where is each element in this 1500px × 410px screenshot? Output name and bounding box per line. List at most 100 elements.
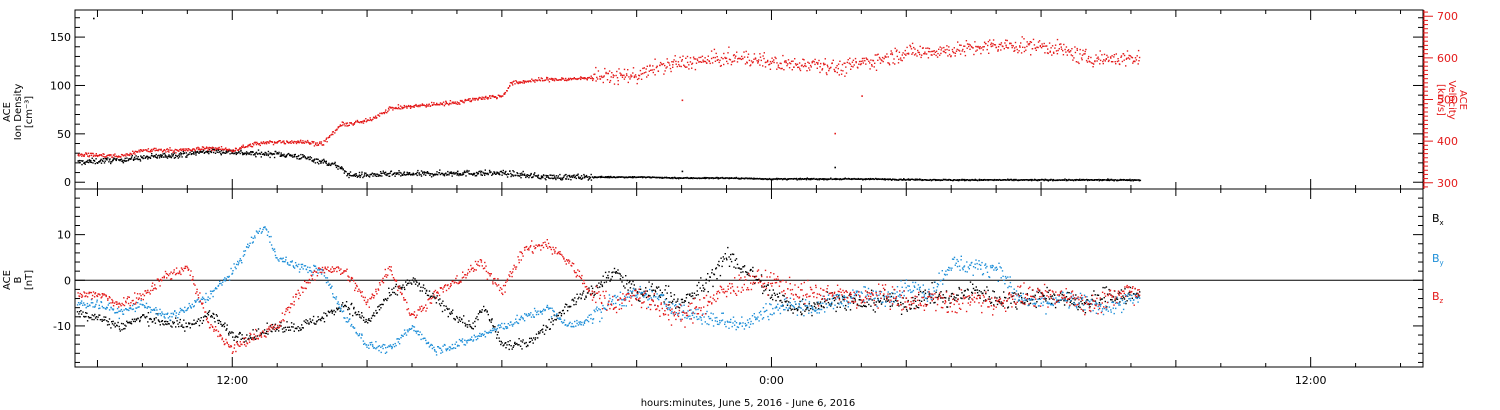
bx-point [740, 272, 741, 273]
bx-point [324, 321, 325, 322]
bx-point [588, 287, 589, 288]
bx-point [717, 264, 718, 265]
bx-point [513, 347, 514, 348]
bx-point [155, 323, 156, 324]
bx-point [840, 307, 841, 308]
density-point [1117, 180, 1118, 181]
density-point [105, 158, 106, 159]
velocity-point [453, 102, 454, 103]
velocity-point [628, 82, 629, 83]
bx-point [691, 296, 692, 297]
by-point [261, 232, 262, 233]
velocity-point [859, 61, 860, 62]
density-point [834, 178, 835, 179]
by-point [249, 243, 250, 244]
velocity-point [912, 52, 913, 53]
bx-point [961, 292, 962, 293]
velocity-point [641, 73, 642, 74]
bx-point [84, 316, 85, 317]
by-point [159, 309, 160, 310]
velocity-point [646, 76, 647, 77]
density-point [301, 157, 302, 158]
velocity-point [902, 54, 903, 55]
velocity-point [806, 70, 807, 71]
velocity-point [507, 90, 508, 91]
bx-point [132, 319, 133, 320]
velocity-point [888, 56, 889, 57]
density-point [132, 155, 133, 156]
velocity-point [800, 70, 801, 71]
velocity-point [430, 105, 431, 106]
bx-point [442, 301, 443, 302]
bx-point [79, 316, 80, 317]
density-point [917, 179, 918, 180]
density-point [347, 173, 348, 174]
bx-point [442, 311, 443, 312]
bx-point [503, 344, 504, 345]
by-point [225, 280, 226, 281]
density-point [852, 178, 853, 179]
bx-point [736, 258, 737, 259]
velocity-point [645, 72, 646, 73]
by-point [128, 310, 129, 311]
velocity-point [232, 149, 233, 150]
bx-point [1099, 302, 1100, 303]
velocity-point [727, 52, 728, 53]
bx-point [911, 304, 912, 305]
bx-point [855, 299, 856, 300]
bx-point [638, 300, 639, 301]
velocity-point [796, 64, 797, 65]
velocity-point [676, 64, 677, 65]
velocity-point [1071, 48, 1072, 49]
density-point [130, 158, 131, 159]
bx-point [726, 259, 727, 260]
bx-point [290, 329, 291, 330]
velocity-point [928, 51, 929, 52]
density-point [626, 176, 627, 177]
velocity-point [298, 141, 299, 142]
velocity-point [1117, 58, 1118, 59]
velocity-point [1127, 50, 1128, 51]
bx-point [980, 291, 981, 292]
velocity-point [1053, 53, 1054, 54]
velocity-point [838, 68, 839, 69]
bx-point [294, 331, 295, 332]
velocity-point [642, 68, 643, 69]
density-point [654, 177, 655, 178]
velocity-point [792, 61, 793, 62]
velocity-point [186, 149, 187, 150]
bx-point [112, 323, 113, 324]
velocity-point [192, 148, 193, 149]
velocity-point [770, 61, 771, 62]
density-point [462, 172, 463, 173]
bx-point [807, 307, 808, 308]
velocity-point [1031, 42, 1032, 43]
bx-point [536, 334, 537, 335]
velocity-point [650, 70, 651, 71]
velocity-point [920, 46, 921, 47]
bx-point [697, 285, 698, 286]
velocity-point [514, 83, 515, 84]
bx-point [492, 325, 493, 326]
density-point [582, 177, 583, 178]
velocity-point [1096, 58, 1097, 59]
velocity-point [342, 124, 343, 125]
velocity-point [262, 143, 263, 144]
bx-point [256, 330, 257, 331]
bx-point [106, 320, 107, 321]
velocity-point [964, 51, 965, 52]
bx-point [626, 283, 627, 284]
bx-point [606, 277, 607, 278]
bx-point [203, 316, 204, 317]
velocity-point [760, 57, 761, 58]
bx-point [582, 292, 583, 293]
bx-point [505, 342, 506, 343]
bx-point [573, 304, 574, 305]
density-point [87, 160, 88, 161]
density-point [193, 152, 194, 153]
bx-point [689, 293, 690, 294]
velocity-point [690, 57, 691, 58]
velocity-point [882, 57, 883, 58]
density-point [343, 169, 344, 170]
density-point [369, 176, 370, 177]
